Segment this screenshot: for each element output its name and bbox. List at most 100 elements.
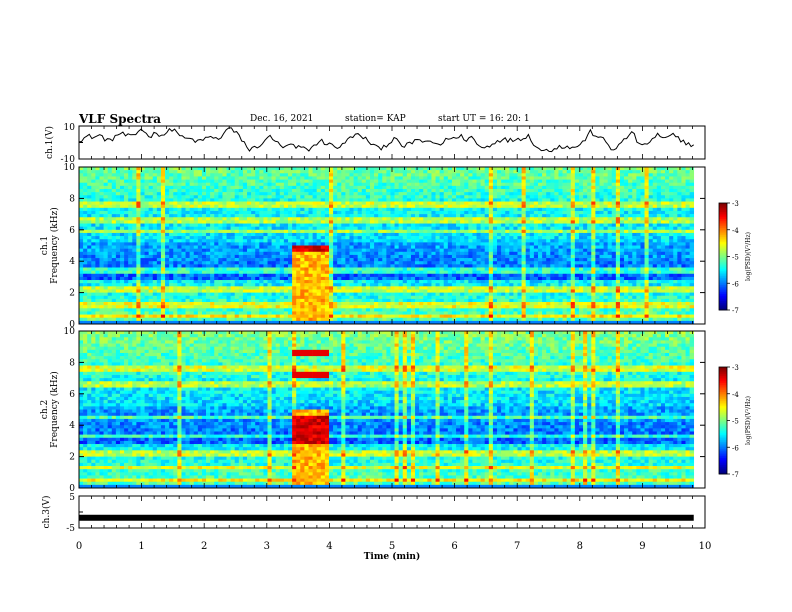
spectrogram-cell (263, 302, 268, 306)
spectrogram-cell (222, 226, 227, 231)
spectrogram-cell (456, 204, 461, 209)
spectrogram-cell (402, 223, 408, 227)
spectrogram-cell (406, 298, 412, 303)
spectrogram-cell (443, 204, 449, 209)
spectrogram-cell (296, 298, 301, 303)
spectrogram-cell (304, 283, 309, 287)
spectrogram-cell (337, 273, 342, 278)
spectrogram-cell (230, 236, 236, 240)
spectrogram-cell (136, 254, 141, 259)
spectrogram-cell (374, 280, 379, 284)
spectrogram-cell (443, 245, 449, 249)
spectrogram-cell (189, 210, 195, 215)
spectrogram-cell (115, 317, 121, 322)
spectrogram-cell (279, 311, 285, 315)
spectrogram-cell (111, 270, 117, 275)
spectrogram-cells-ch1 (79, 167, 695, 325)
spectrogram-cell (218, 302, 223, 306)
spectrogram-cell (300, 286, 305, 290)
spectrogram-cell (79, 314, 84, 319)
spectrogram-cell (341, 308, 346, 312)
spectrogram-cell (218, 229, 223, 234)
spectrogram-cell (324, 311, 330, 315)
spectrogram-cell (119, 195, 125, 199)
spectrogram-cell (447, 292, 453, 297)
spectrogram-cell (91, 286, 96, 290)
spectrogram-cell (410, 317, 416, 322)
spectrogram-cell (369, 201, 375, 205)
spectrogram-cell (292, 242, 297, 246)
spectrogram-cell (136, 201, 141, 205)
spectrogram-cell (255, 276, 260, 281)
spectrogram-cell (304, 195, 309, 199)
spectrogram-cell (247, 173, 252, 177)
spectrogram-cell (79, 283, 84, 287)
spectrogram-cell (230, 276, 236, 281)
spectrogram-cell (177, 258, 182, 262)
spectrogram-cell (476, 276, 481, 281)
spectrogram-cell (447, 248, 453, 253)
spectrogram-cell (353, 317, 358, 322)
spectrogram-cell (308, 267, 313, 271)
spectrogram-cell (443, 317, 449, 322)
spectrogram-cell (107, 185, 113, 190)
spectrogram-cell (435, 204, 440, 209)
spectrogram-cell (361, 302, 367, 306)
spectrogram-cell (177, 192, 182, 196)
spectrogram-cell (193, 311, 199, 315)
spectrogram-cell (423, 182, 428, 187)
spectrogram-cell (119, 267, 125, 271)
spectrogram-cell (251, 188, 256, 193)
spectrogram-cell (439, 173, 445, 177)
spectrogram-cell (107, 273, 113, 278)
spectrogram-cell (99, 167, 104, 171)
spectrogram-cell (288, 286, 293, 290)
spectrogram-cell (288, 239, 293, 243)
spectrogram-cell (242, 236, 248, 240)
spectrogram-cell (259, 188, 264, 193)
spectrogram-cell (361, 167, 367, 171)
spectrogram-cell (271, 185, 277, 190)
spectrogram-cell (247, 179, 252, 183)
spectrogram-cell (312, 179, 317, 183)
spectrogram-cell (316, 223, 322, 227)
spectrogram-cell (111, 226, 117, 231)
spectrogram-cell (275, 286, 281, 290)
spectrogram-cell (292, 280, 297, 284)
spectrogram-cell (275, 295, 281, 300)
spectrogram-cell (316, 220, 322, 224)
spectrogram-cell (324, 314, 330, 319)
spectrogram-cell (447, 179, 453, 183)
spectrogram-cell (472, 195, 477, 199)
spectrogram-cell (111, 261, 117, 265)
spectrogram-cell (263, 276, 268, 281)
spectrogram-cell (427, 226, 432, 231)
spectrogram-cell (353, 176, 358, 180)
spectrogram-cell (402, 170, 408, 174)
spectrogram-cell (275, 185, 281, 190)
spectrogram-cell (251, 198, 256, 202)
spectrogram-cell (423, 173, 428, 177)
spectrogram-cell (222, 320, 227, 325)
spectrogram-cell (140, 254, 145, 259)
spectrogram-cell (144, 280, 149, 284)
spectrogram-cell (431, 170, 436, 174)
spectrogram-cell (394, 245, 399, 249)
spectrogram-cell (365, 305, 371, 309)
spectrogram-cell (320, 223, 326, 227)
spectrogram-cell (181, 223, 186, 227)
spectrogram-cell (378, 317, 383, 322)
spectrogram-cell (173, 214, 178, 218)
spectrogram-cell (460, 220, 465, 224)
spectrogram-cell (193, 251, 199, 256)
spectrogram-cell (99, 236, 104, 240)
spectrogram-cell (152, 170, 158, 174)
spectrogram-cell (148, 167, 154, 171)
spectrogram-cell (365, 198, 371, 202)
spectrogram-cell (324, 298, 330, 303)
spectrogram-cell (136, 320, 141, 325)
spectrogram-cell (152, 302, 158, 306)
spectrogram-cell (255, 173, 260, 177)
spectrogram-cell (206, 283, 211, 287)
spectrogram-cell (304, 251, 309, 256)
